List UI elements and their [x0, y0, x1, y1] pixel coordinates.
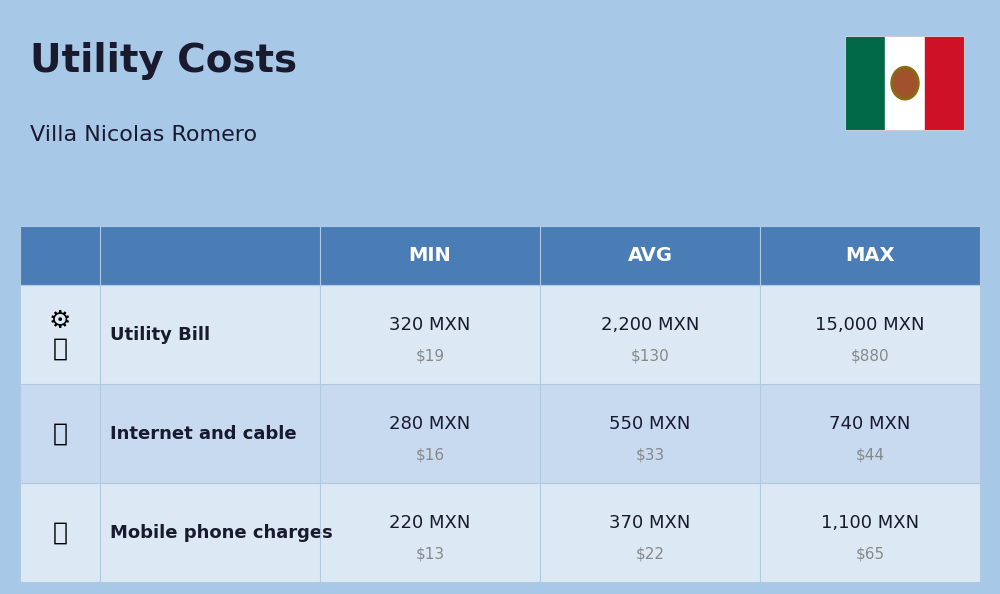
Text: 📱: 📱 [52, 520, 68, 545]
Text: MIN: MIN [409, 246, 451, 265]
Text: $130: $130 [631, 349, 669, 364]
Text: $19: $19 [415, 349, 445, 364]
Text: $880: $880 [851, 349, 889, 364]
FancyBboxPatch shape [20, 285, 980, 384]
Text: Utility Costs: Utility Costs [30, 42, 297, 80]
FancyBboxPatch shape [20, 483, 100, 582]
Bar [845, 36, 885, 131]
Text: Villa Nicolas Romero: Villa Nicolas Romero [30, 125, 257, 145]
Text: $44: $44 [856, 448, 885, 463]
Text: 15,000 MXN: 15,000 MXN [815, 316, 925, 334]
Text: 📶: 📶 [52, 422, 68, 446]
Circle shape [891, 67, 919, 100]
FancyBboxPatch shape [20, 384, 980, 483]
Text: $65: $65 [855, 547, 885, 562]
FancyBboxPatch shape [20, 285, 100, 384]
Text: ⚙
🔌: ⚙ 🔌 [49, 309, 71, 361]
Text: Internet and cable: Internet and cable [110, 425, 297, 443]
Text: $22: $22 [636, 547, 664, 562]
Text: AVG: AVG [628, 246, 672, 265]
Text: 220 MXN: 220 MXN [389, 514, 471, 532]
Text: $16: $16 [415, 448, 445, 463]
Text: MAX: MAX [845, 246, 895, 265]
Bar [885, 36, 925, 131]
Text: Utility Bill: Utility Bill [110, 326, 210, 343]
Circle shape [894, 70, 916, 96]
FancyBboxPatch shape [20, 384, 100, 483]
Text: 740 MXN: 740 MXN [829, 415, 911, 432]
Text: 370 MXN: 370 MXN [609, 514, 691, 532]
Text: $33: $33 [635, 448, 665, 463]
Bar [925, 36, 965, 131]
Text: 550 MXN: 550 MXN [609, 415, 691, 432]
Text: $13: $13 [415, 547, 445, 562]
Text: 280 MXN: 280 MXN [389, 415, 471, 432]
Text: Mobile phone charges: Mobile phone charges [110, 524, 333, 542]
FancyBboxPatch shape [20, 226, 980, 285]
Text: 320 MXN: 320 MXN [389, 316, 471, 334]
FancyBboxPatch shape [20, 483, 980, 582]
Text: 1,100 MXN: 1,100 MXN [821, 514, 919, 532]
Text: 2,200 MXN: 2,200 MXN [601, 316, 699, 334]
